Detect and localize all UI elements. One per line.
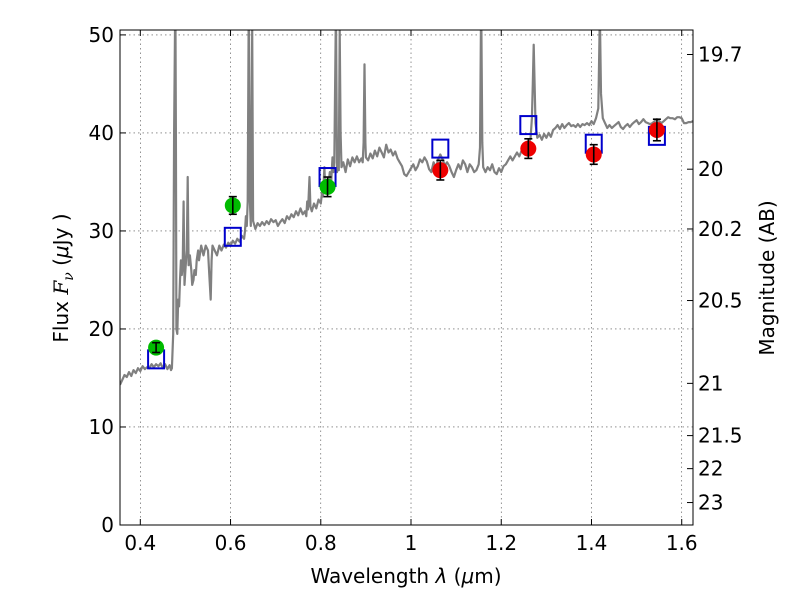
y-tick-label: 20 [89,317,114,341]
plot-background [120,30,693,525]
grid-lines [120,30,693,525]
x-tick-label: 0.6 [215,531,247,555]
x-tick-label: 0.8 [305,531,337,555]
x-tick-label: 0.4 [124,531,156,555]
x-tick-label: 1.2 [485,531,517,555]
magnitude-tick-label: 19.7 [698,43,743,67]
magnitude-tick-label: 20.5 [698,289,743,313]
y-tick-label: 40 [89,121,114,145]
magnitude-tick-label: 21 [698,371,723,395]
model-photometry-point [223,226,242,247]
y-tick-label: 0 [101,513,114,537]
magnitude-tick-label: 21.5 [698,424,743,448]
model-photometry-point [431,138,450,159]
plot-frame [119,29,694,526]
y-tick-label: 30 [89,219,114,243]
spectrum-line [120,30,693,386]
tick-marks [120,30,693,526]
marker-layer [147,115,666,370]
x-tick-label: 1.6 [666,531,698,555]
y-tick-label: 50 [89,23,114,47]
tick-labels: 0.4 0.6 0.8 1 1.2 1.4 1.6 0 10 20 30 40 50 19.7 20 20.2… [89,23,743,555]
x-tick-label: 1.4 [576,531,608,555]
magnitude-tick-label: 22 [698,457,723,481]
magnitude-tick-label: 20.2 [698,217,743,241]
y-tick-label: 10 [89,415,114,439]
model-photometry-point [519,115,538,136]
spectrum-layer [120,30,693,386]
magnitude-tick-label: 23 [698,491,723,515]
x-tick-label: 1 [405,531,418,555]
y-axis-label: Flux Fν (μJy ) [49,213,77,342]
magnitude-axis-label: Magnitude (AB) [755,200,779,355]
magnitude-tick-label: 20 [698,157,723,181]
x-axis-label: Wavelength λ (μm) [310,564,501,588]
